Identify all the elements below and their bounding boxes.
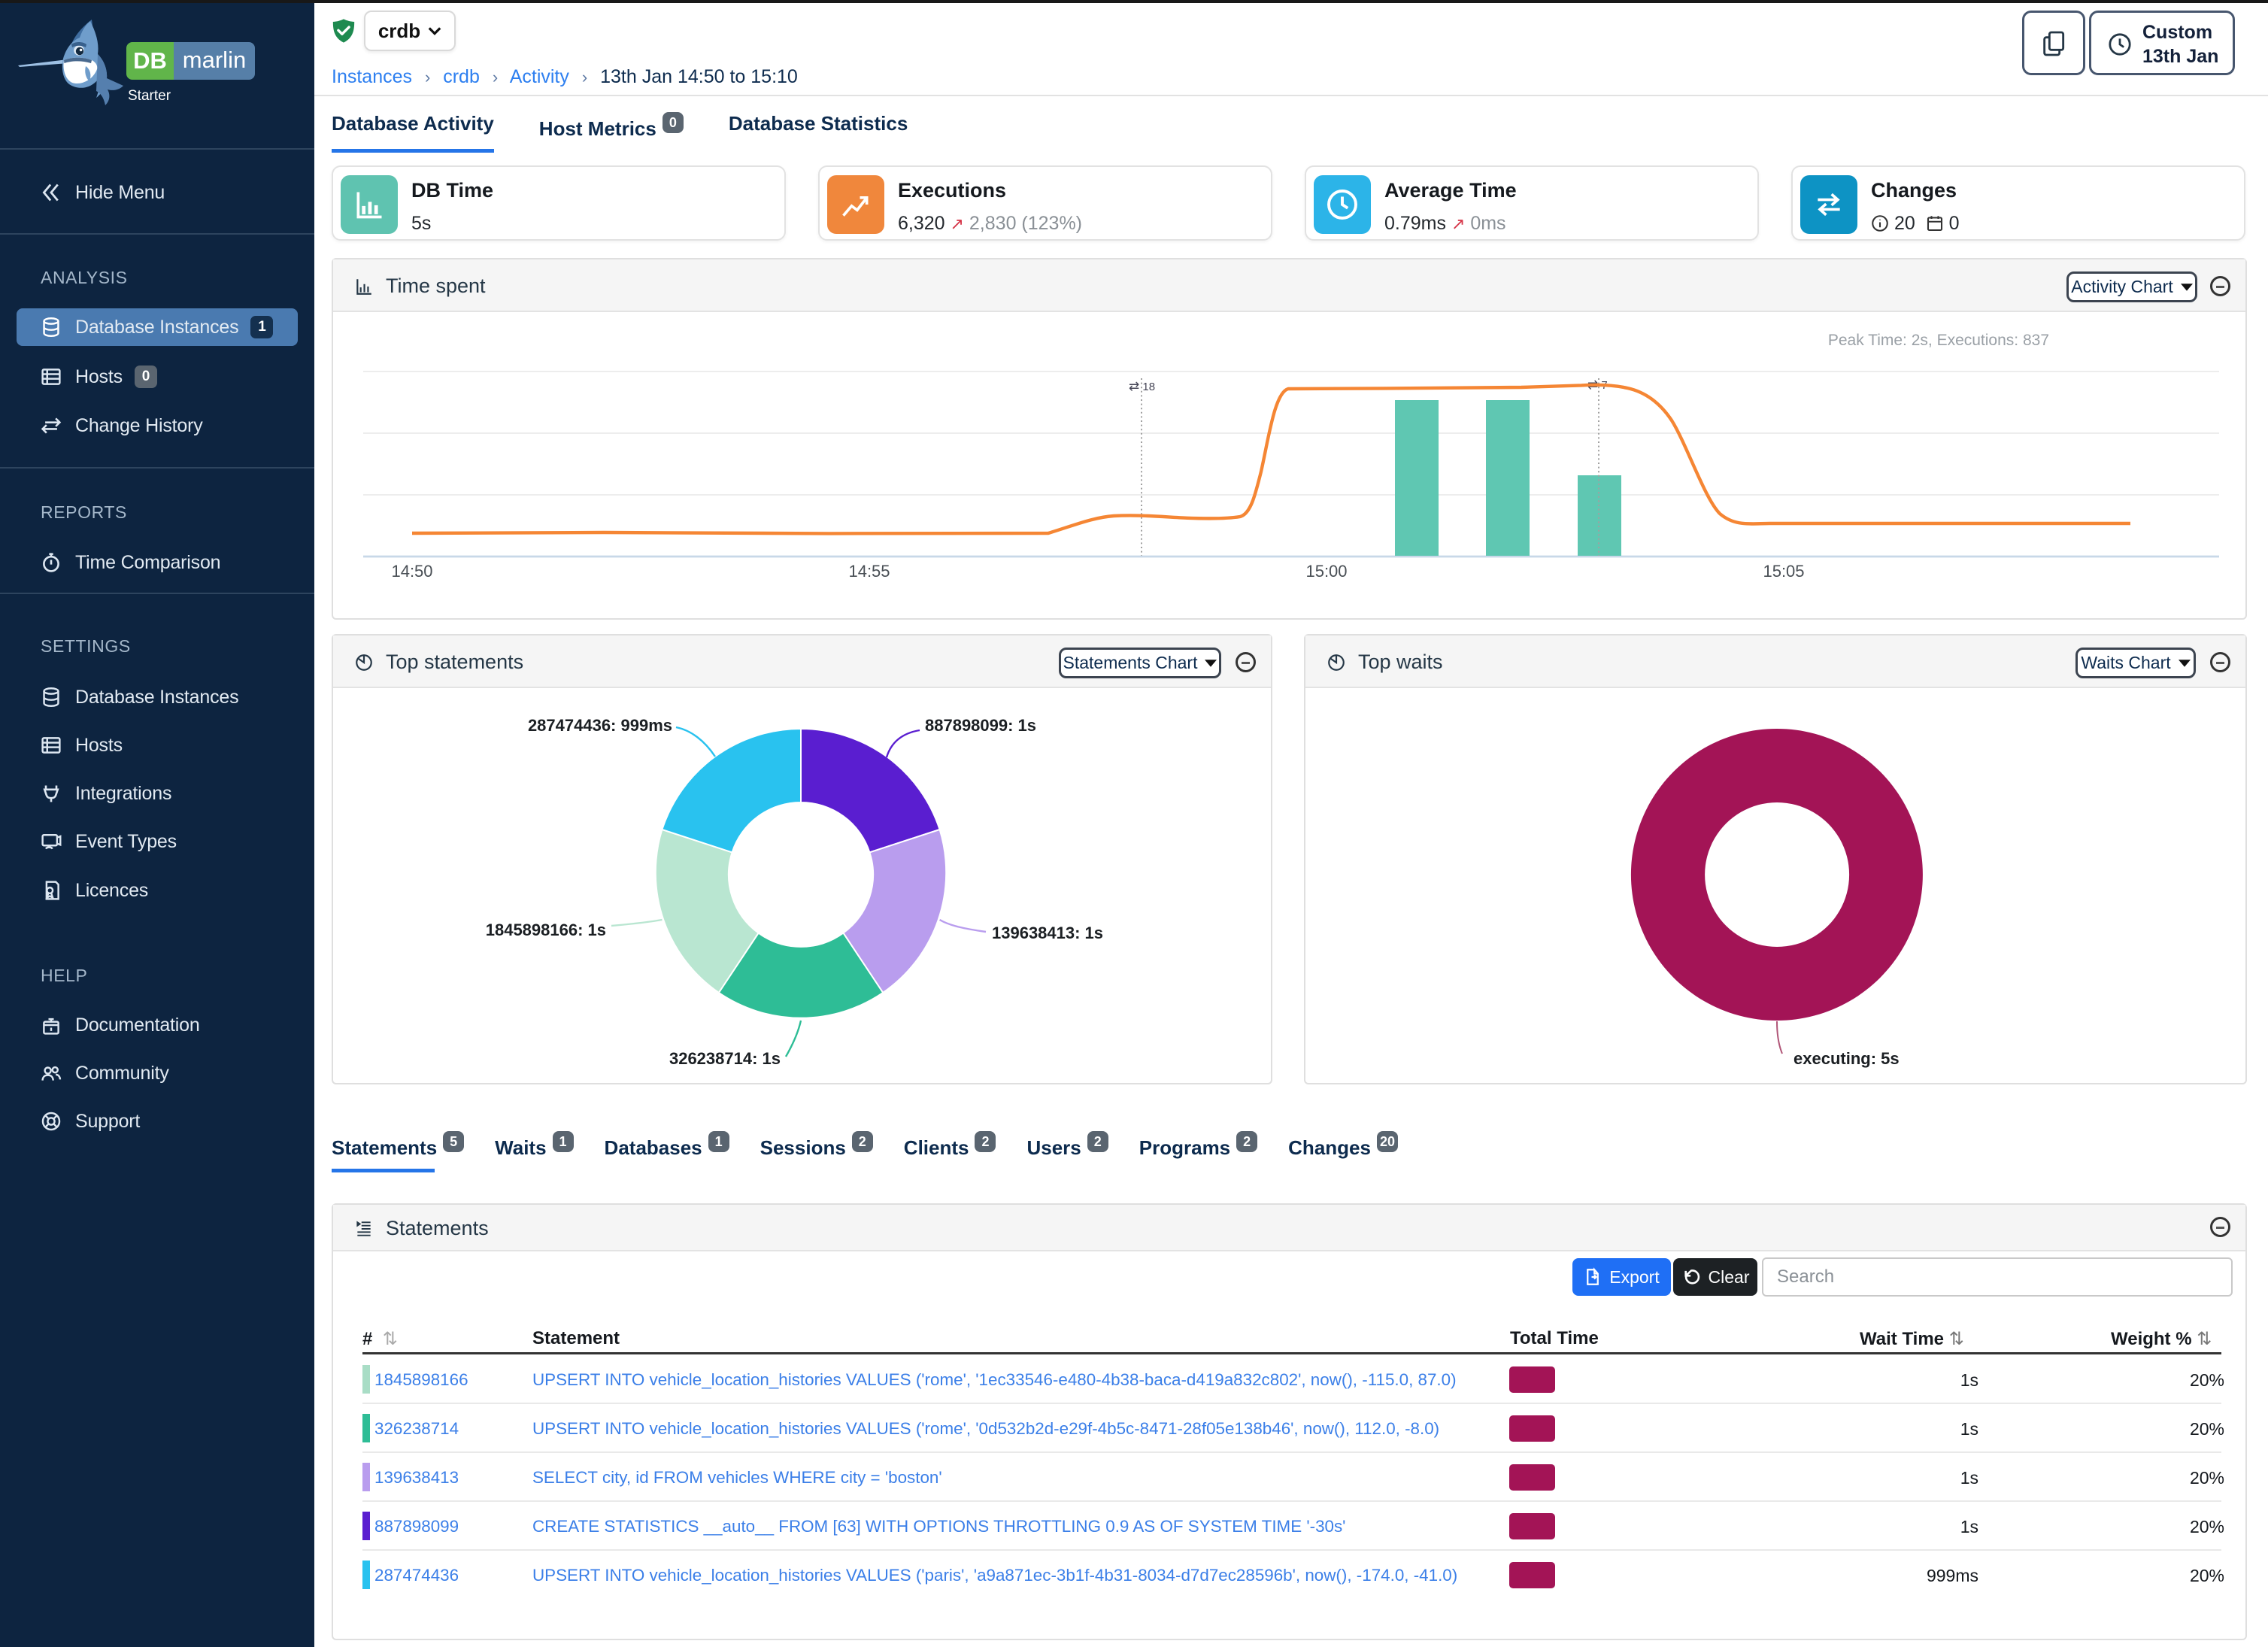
svg-text:326238714: 1s: 326238714: 1s: [669, 1049, 781, 1068]
svg-text:Peak Time: 2s, Executions: 837: Peak Time: 2s, Executions: 837: [1828, 332, 2049, 349]
svg-text:15:00: 15:00: [1305, 562, 1347, 581]
svg-text:887898099: 1s: 887898099: 1s: [925, 716, 1036, 735]
svg-text:executing: 5s: executing: 5s: [1793, 1049, 1900, 1068]
svg-text:14:55: 14:55: [848, 562, 890, 581]
svg-text:287474436: 999ms: 287474436: 999ms: [528, 716, 672, 735]
svg-text:139638413: 1s: 139638413: 1s: [992, 924, 1103, 942]
svg-text:1845898166: 1s: 1845898166: 1s: [486, 921, 606, 939]
svg-text:⇄ 18: ⇄ 18: [1129, 379, 1155, 393]
svg-text:15:05: 15:05: [1763, 562, 1804, 581]
svg-text:14:50: 14:50: [391, 562, 432, 581]
